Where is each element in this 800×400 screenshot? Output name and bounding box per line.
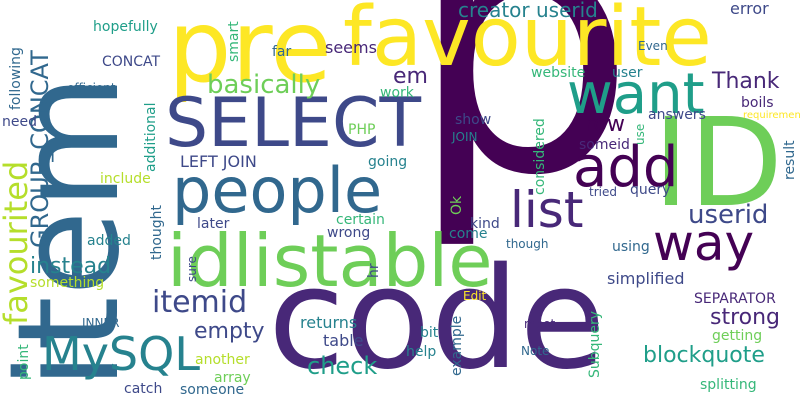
word-table: table	[323, 331, 364, 350]
word-efficient: efficient	[67, 81, 116, 95]
word-GROUP_CONCAT: GROUP_CONCAT	[26, 50, 54, 248]
word-seems: seems	[325, 38, 377, 57]
word-error: error	[730, 0, 769, 18]
word-boils: boils	[741, 95, 774, 111]
word-though: though	[506, 237, 549, 251]
word-p: p	[408, 0, 637, 254]
word-MySQL: MySQL	[42, 327, 200, 381]
word-Ok: Ok	[449, 195, 465, 215]
word-result: result	[782, 140, 798, 180]
word-Even: Even	[638, 39, 668, 53]
word-following: following	[8, 47, 24, 110]
word-come: come	[449, 226, 488, 242]
word-itemid: itemid	[152, 285, 248, 320]
word-Subquery: Subquery	[587, 310, 603, 378]
word-hr: hr	[366, 263, 382, 278]
word-blockquote: blockquote	[643, 343, 765, 368]
word-website: website	[531, 65, 586, 81]
word-Thank: Thank	[712, 69, 780, 94]
word-bit: bit	[420, 325, 439, 341]
word-simplified: simplified	[607, 269, 685, 288]
word-favourite: favourite	[343, 0, 712, 85]
word-meet: meet	[524, 317, 556, 331]
word-wrong: wrong	[327, 225, 371, 241]
word-SELECT: SELECT	[165, 84, 421, 163]
word-need: need	[2, 114, 37, 130]
word-PHP: PHP	[348, 122, 376, 138]
word-sure: sure	[185, 256, 199, 282]
word-creator-userid: creator userid	[458, 0, 598, 22]
word-list: list	[510, 181, 584, 239]
word-show: show	[455, 112, 492, 128]
word-far: far	[272, 44, 292, 60]
word-catch: catch	[124, 381, 163, 397]
word-requirement: requirement	[743, 110, 800, 121]
word-strong: strong	[710, 305, 781, 330]
word-added: added	[87, 233, 131, 249]
word-example: example	[449, 315, 465, 376]
word-code: code	[268, 238, 606, 400]
word-going: going	[368, 154, 408, 170]
word-check: check	[307, 352, 378, 380]
word-empty: empty	[194, 319, 265, 344]
word-add: add	[573, 135, 679, 200]
word-array: array	[214, 370, 251, 386]
word-later: later	[197, 216, 230, 232]
word-JOIN: JOIN	[452, 130, 478, 144]
word-include: include	[100, 171, 151, 187]
word-Edit: Edit	[463, 289, 487, 303]
word-another: another	[195, 352, 250, 368]
word-basically: basically	[207, 70, 321, 100]
word-pre: pre	[168, 0, 332, 105]
word-use: use	[633, 123, 647, 145]
word-someone: someone	[180, 382, 245, 398]
word-people: people	[172, 154, 383, 227]
word-splitting: splitting	[700, 377, 757, 393]
word-CONCAT: CONCAT	[102, 54, 161, 70]
word-hopefully: hopefully	[93, 19, 158, 35]
word-work: work	[380, 85, 414, 101]
word-query: query	[630, 182, 671, 198]
word-help: help	[406, 344, 437, 360]
word-kind: kind	[470, 216, 500, 232]
word-userid: userid	[688, 200, 769, 230]
word-INNER: INNER	[82, 316, 120, 330]
word-using: using	[612, 239, 650, 255]
word-user: user	[612, 65, 643, 81]
word-getting: getting	[712, 328, 763, 344]
word-smart: smart	[226, 21, 242, 62]
word-row: row	[585, 112, 626, 137]
word-tried: tried	[589, 185, 617, 199]
word-instead: instead	[30, 254, 112, 279]
word-answers: answers	[648, 107, 706, 123]
word-SEPARATOR: SEPARATOR	[694, 291, 776, 307]
word-way: way	[653, 214, 755, 272]
word-considered: considered	[532, 118, 548, 195]
word-something: something	[30, 275, 105, 291]
word-returns: returns	[300, 313, 358, 332]
word-LEFT-JOIN: LEFT JOIN	[180, 152, 257, 171]
word-idlistable: idlistable	[167, 219, 493, 303]
word-Note: Note	[521, 344, 550, 358]
word-someid: someid	[579, 137, 630, 153]
word-additional: additional	[143, 102, 159, 172]
word-want: want	[567, 62, 705, 127]
word-thought: thought	[149, 204, 165, 260]
word-certain: certain	[336, 212, 385, 228]
word-point: point	[16, 344, 32, 380]
word-ID: ID	[653, 92, 783, 234]
word-em: em	[393, 64, 428, 89]
